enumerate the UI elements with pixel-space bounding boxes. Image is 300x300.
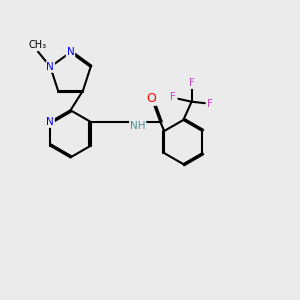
Text: N: N <box>46 117 54 127</box>
Text: F: F <box>189 78 195 88</box>
Text: O: O <box>146 92 156 105</box>
Text: F: F <box>207 99 213 109</box>
Text: N: N <box>46 62 54 72</box>
Text: N: N <box>67 47 74 57</box>
Text: CH₃: CH₃ <box>28 40 46 50</box>
Text: F: F <box>170 92 176 102</box>
Text: NH: NH <box>130 121 146 130</box>
